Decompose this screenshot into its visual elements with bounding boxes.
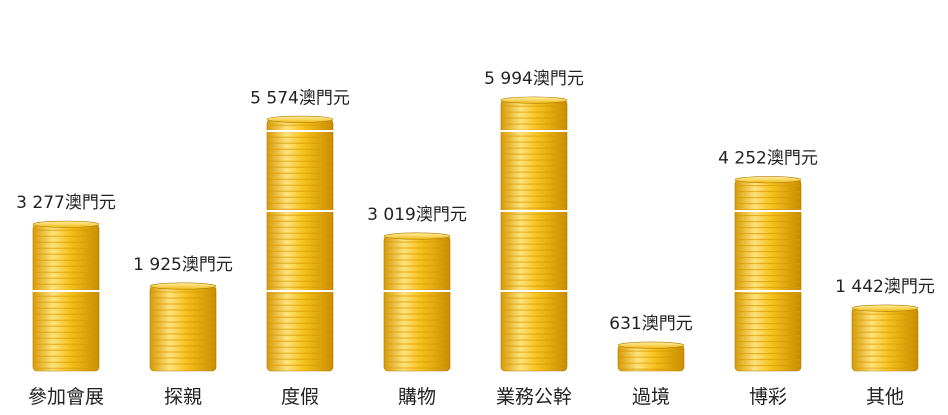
value-label: 5 994澳門元 <box>484 69 584 89</box>
coin-stack <box>617 341 685 372</box>
category-label: 其他 <box>866 386 904 408</box>
coin-group-gap <box>734 290 802 292</box>
category-label: 購物 <box>398 386 436 408</box>
coin-group-gap <box>500 130 568 132</box>
coin-group-gap <box>266 290 334 292</box>
category-label: 過境 <box>632 386 670 408</box>
value-label: 1 442澳門元 <box>835 277 935 297</box>
coin-top <box>734 176 802 184</box>
coin-top <box>851 304 919 312</box>
coin-stack <box>734 176 802 372</box>
value-label: 3 019澳門元 <box>367 205 467 225</box>
value-label: 4 252澳門元 <box>718 149 818 169</box>
coin-stack <box>383 232 451 372</box>
coin-top <box>500 96 568 104</box>
value-label: 1 925澳門元 <box>133 255 233 275</box>
coin-group-gap <box>500 290 568 292</box>
value-label: 631澳門元 <box>609 314 692 334</box>
coin-group-gap <box>383 290 451 292</box>
value-label: 5 574澳門元 <box>250 88 350 108</box>
coin-group-gap <box>32 290 100 292</box>
category-label: 探親 <box>164 386 202 408</box>
coin-stack-body <box>617 344 685 372</box>
category-label: 度假 <box>281 386 319 408</box>
value-labels: 3 277澳門元 1 925澳門元 5 574澳門元 3 019澳門元 5 994澳門元… <box>16 69 935 334</box>
coin-stack-body <box>851 307 919 372</box>
coin-stacks <box>32 96 919 372</box>
coin-stack <box>851 304 919 372</box>
category-label: 業務公幹 <box>496 386 572 408</box>
coin-stack <box>266 115 334 372</box>
coin-top <box>617 341 685 349</box>
coin-group-gap <box>734 210 802 212</box>
coin-stack <box>149 282 217 372</box>
coin-top <box>149 282 217 290</box>
coin-stack-body <box>32 223 100 372</box>
coin-group-gap <box>266 210 334 212</box>
coin-top <box>266 115 334 123</box>
coin-stack <box>32 220 100 372</box>
category-label: 博彩 <box>749 386 787 408</box>
coin-stack-body <box>500 99 568 372</box>
coin-stack-body <box>383 235 451 372</box>
coin-top <box>32 220 100 228</box>
coin-group-gap <box>500 210 568 212</box>
coin-top <box>383 232 451 240</box>
coin-group-gap <box>266 130 334 132</box>
category-labels: 參加會展 探親 度假 購物 業務公幹 過境 博彩 其他 <box>28 386 904 408</box>
coin-stack <box>500 96 568 372</box>
value-label: 3 277澳門元 <box>16 193 116 213</box>
category-label: 參加會展 <box>28 386 104 408</box>
